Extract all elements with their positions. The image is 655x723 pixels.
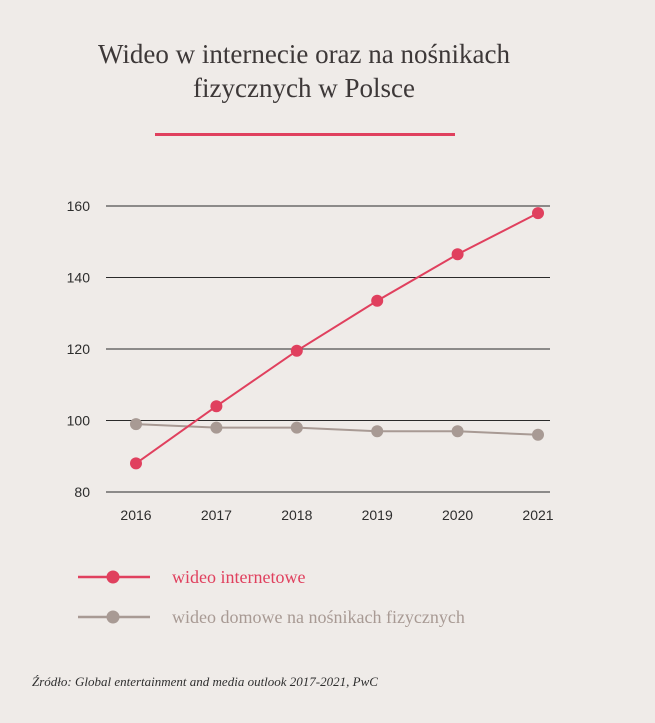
y-tick-label-160: 160 xyxy=(67,198,91,214)
title-accent-rule xyxy=(155,133,455,136)
x-tick-label-2016: 2016 xyxy=(120,507,151,523)
x-tick-label-2017: 2017 xyxy=(201,507,232,523)
grid-layer xyxy=(106,205,550,493)
point-wideo-domowe-2016 xyxy=(130,418,142,431)
legend-label-wideo-domowe: wideo domowe na nośnikach fizycznych xyxy=(172,607,465,627)
source-note: Źródło: Global entertainment and media o… xyxy=(32,674,378,689)
y-tick-label-120: 120 xyxy=(67,341,91,357)
point-wideo-internetowe-2016 xyxy=(130,457,142,470)
legend: wideo internetowe wideo domowe na nośnik… xyxy=(78,567,465,627)
x-tick-label-2020: 2020 xyxy=(442,507,473,523)
y-tick-label-100: 100 xyxy=(67,413,91,429)
x-tick-label-2018: 2018 xyxy=(281,507,312,523)
point-wideo-domowe-2021 xyxy=(532,428,544,441)
point-wideo-domowe-2019 xyxy=(371,425,384,438)
x-tick-label-2019: 2019 xyxy=(362,507,393,523)
point-wideo-internetowe-2018 xyxy=(290,344,303,357)
series-line-wideo-internetowe xyxy=(135,212,539,465)
y-tick-label-80: 80 xyxy=(74,484,90,500)
point-wideo-domowe-2020 xyxy=(451,425,464,438)
series-layer xyxy=(130,207,544,470)
point-wideo-internetowe-2017 xyxy=(210,400,223,413)
legend-label-wideo-internetowe: wideo internetowe xyxy=(172,567,305,587)
series-line-wideo-domowe xyxy=(135,423,539,436)
chart-title-line-2: fizycznych w Polsce xyxy=(193,73,415,103)
x-tick-labels: 2016 2017 2018 2019 2020 2021 xyxy=(120,507,553,523)
y-tick-labels: 80 100 120 140 160 xyxy=(67,198,91,500)
point-wideo-internetowe-2021 xyxy=(532,207,544,220)
legend-marker-wideo-domowe xyxy=(106,610,120,624)
point-wideo-domowe-2017 xyxy=(210,421,223,434)
chart-title-line-1: Wideo w internecie oraz na nośnikach xyxy=(98,39,510,69)
legend-marker-wideo-internetowe xyxy=(106,570,120,584)
point-wideo-domowe-2018 xyxy=(290,421,303,434)
point-wideo-internetowe-2019 xyxy=(371,294,384,307)
y-tick-label-140: 140 xyxy=(67,270,91,286)
point-wideo-internetowe-2020 xyxy=(451,248,464,261)
x-tick-label-2021: 2021 xyxy=(522,507,553,523)
